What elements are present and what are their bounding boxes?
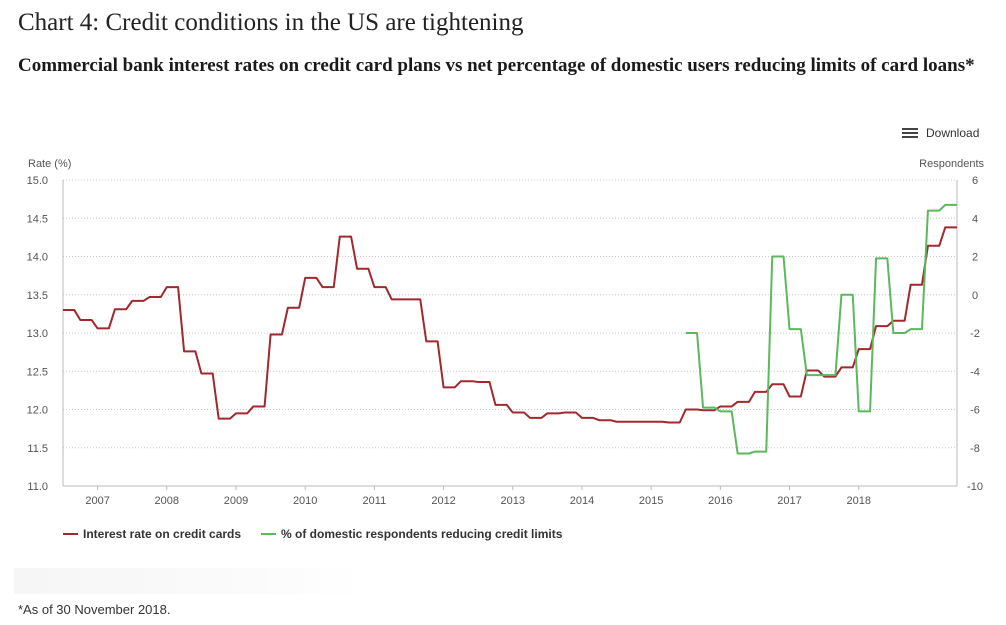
x-tick-label: 2012 [431,495,455,507]
right-tick-label: 0 [972,290,978,302]
download-button[interactable]: Download [902,126,979,140]
right-axis-label: Respondents [919,158,984,170]
left-tick-label: 15.0 [27,175,48,187]
legend-label-2: % of domestic respondents reducing credi… [281,527,563,541]
right-tick-label: -4 [970,366,980,378]
series-line-2 [685,203,957,455]
chart-subtitle: Commercial bank interest rates on credit… [18,55,975,76]
right-tick-label: 6 [972,175,978,187]
right-tick-label: 2 [972,252,978,264]
x-tick-label: 2017 [777,495,801,507]
right-tick-label: -6 [970,405,980,417]
x-tick-label: 2014 [570,495,594,507]
x-tick-label: 2011 [363,495,387,507]
left-tick-label: 12.0 [27,405,48,417]
download-label: Download [926,126,980,140]
right-tick-label: -8 [970,443,980,455]
x-tick-label: 2009 [224,495,248,507]
chart-title: Chart 4: Credit conditions in the US are… [18,9,524,36]
left-tick-label: 14.5 [27,213,48,225]
left-axis-label: Rate (%) [28,158,71,170]
x-tick-label: 2016 [708,495,732,507]
series-line-1 [63,226,957,424]
x-tick-label: 2007 [85,495,109,507]
legend-label-1: Interest rate on credit cards [83,527,241,541]
right-tick-label: -10 [967,481,983,493]
footnote-shade [14,568,364,594]
footnote: *As of 30 November 2018. [18,602,171,617]
x-tick-label: 2010 [293,495,317,507]
left-tick-label: 13.0 [27,328,48,340]
x-tick-label: 2013 [501,495,525,507]
left-tick-label: 11.5 [27,443,48,455]
x-tick-label: 2015 [639,495,663,507]
left-tick-label: 14.0 [27,252,48,264]
left-tick-label: 13.5 [27,290,48,302]
left-tick-label: 12.5 [27,366,48,378]
right-tick-label: -2 [970,328,980,340]
right-tick-label: 4 [972,213,978,225]
line-chart: 11.0 11.5 12.0 12.5 13.0 13.5 14.0 14.5 15.0 -10 -… [27,158,985,541]
menu-icon [902,127,918,139]
x-tick-label: 2018 [847,495,871,507]
left-tick-label: 11.0 [27,481,48,493]
x-tick-label: 2008 [155,495,179,507]
